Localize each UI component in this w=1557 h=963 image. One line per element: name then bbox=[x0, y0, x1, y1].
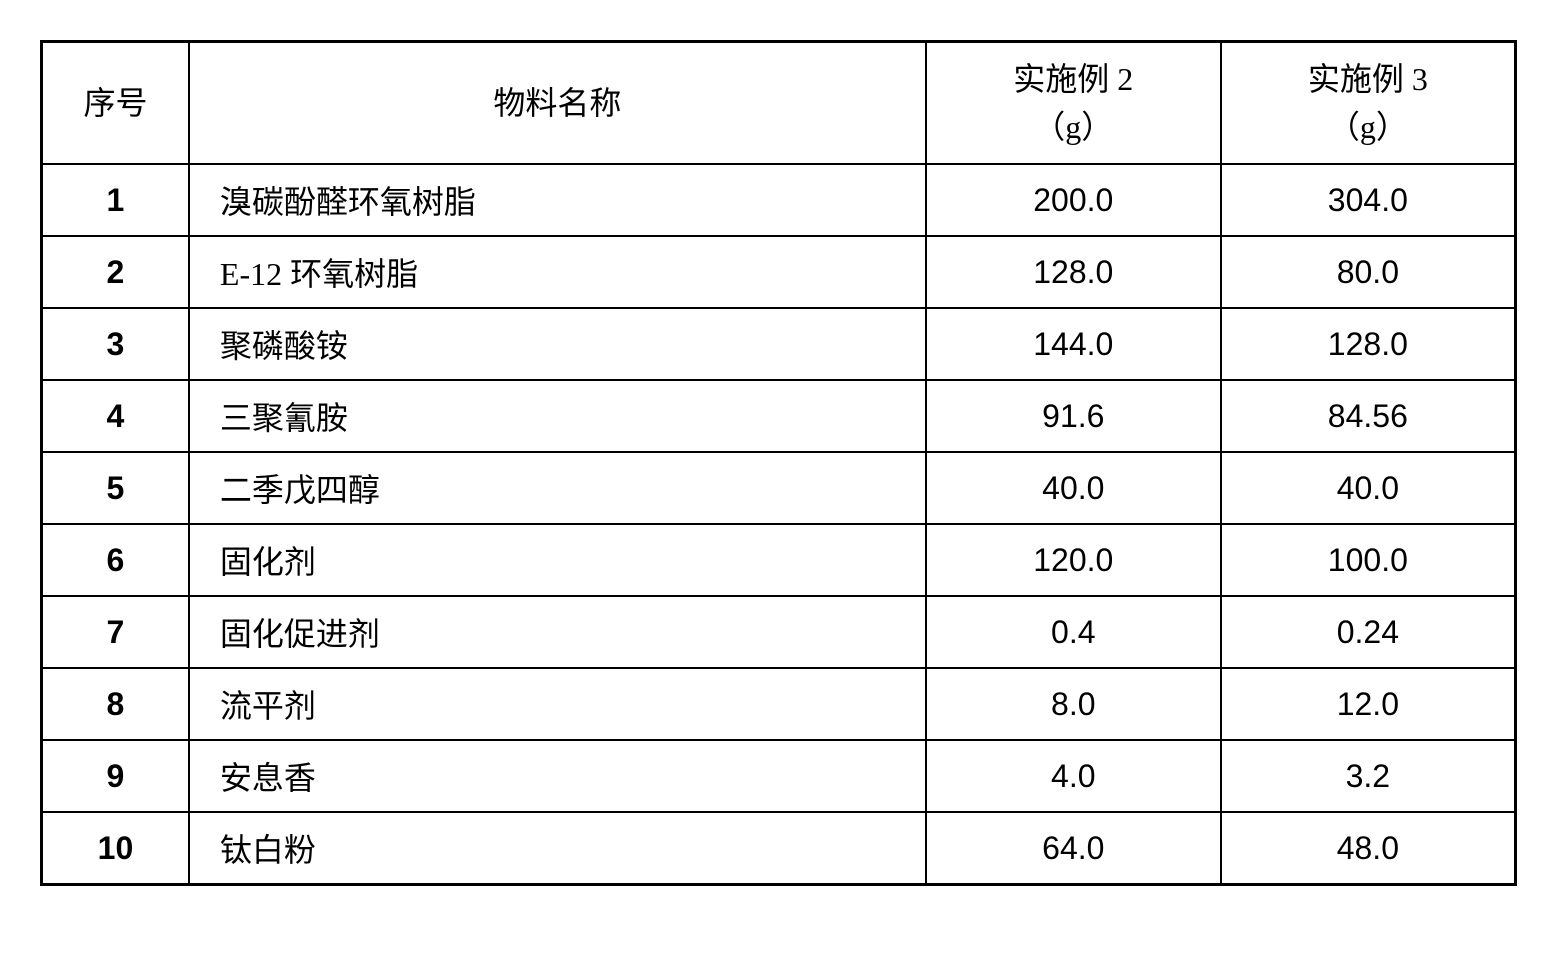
row-val2: 48.0 bbox=[1221, 812, 1516, 885]
row-val1: 40.0 bbox=[926, 452, 1221, 524]
table-row: 10 钛白粉 64.0 48.0 bbox=[42, 812, 1516, 885]
row-index: 8 bbox=[42, 668, 189, 740]
row-index: 9 bbox=[42, 740, 189, 812]
header-example3: 实施例 3 （g） bbox=[1221, 42, 1516, 165]
table-row: 9 安息香 4.0 3.2 bbox=[42, 740, 1516, 812]
table-row: 8 流平剂 8.0 12.0 bbox=[42, 668, 1516, 740]
row-name: 三聚氰胺 bbox=[189, 380, 926, 452]
row-val1: 8.0 bbox=[926, 668, 1221, 740]
row-val1: 128.0 bbox=[926, 236, 1221, 308]
table-row: 1 溴碳酚醛环氧树脂 200.0 304.0 bbox=[42, 164, 1516, 236]
table-row: 3 聚磷酸铵 144.0 128.0 bbox=[42, 308, 1516, 380]
row-val2: 80.0 bbox=[1221, 236, 1516, 308]
row-val2: 128.0 bbox=[1221, 308, 1516, 380]
table-body: 1 溴碳酚醛环氧树脂 200.0 304.0 2 E-12 环氧树脂 128.0… bbox=[42, 164, 1516, 885]
row-index: 4 bbox=[42, 380, 189, 452]
row-name: 固化剂 bbox=[189, 524, 926, 596]
materials-table-container: 序号 物料名称 实施例 2 （g） 实施例 3 （g） 1 溴碳酚醛环氧树脂 bbox=[40, 40, 1517, 886]
materials-table: 序号 物料名称 实施例 2 （g） 实施例 3 （g） 1 溴碳酚醛环氧树脂 bbox=[40, 40, 1517, 886]
header-row: 序号 物料名称 实施例 2 （g） 实施例 3 （g） bbox=[42, 42, 1516, 165]
table-header: 序号 物料名称 实施例 2 （g） 实施例 3 （g） bbox=[42, 42, 1516, 165]
row-val1: 0.4 bbox=[926, 596, 1221, 668]
row-index: 1 bbox=[42, 164, 189, 236]
row-val2: 0.24 bbox=[1221, 596, 1516, 668]
row-index: 3 bbox=[42, 308, 189, 380]
row-name: 溴碳酚醛环氧树脂 bbox=[189, 164, 926, 236]
row-name: 流平剂 bbox=[189, 668, 926, 740]
row-index: 10 bbox=[42, 812, 189, 885]
header-example2-line2: （g） bbox=[947, 103, 1200, 151]
table-row: 6 固化剂 120.0 100.0 bbox=[42, 524, 1516, 596]
row-name: 二季戊四醇 bbox=[189, 452, 926, 524]
row-val1: 4.0 bbox=[926, 740, 1221, 812]
row-val1: 120.0 bbox=[926, 524, 1221, 596]
row-val1: 144.0 bbox=[926, 308, 1221, 380]
header-example2: 实施例 2 （g） bbox=[926, 42, 1221, 165]
row-name: 聚磷酸铵 bbox=[189, 308, 926, 380]
row-name: 固化促进剂 bbox=[189, 596, 926, 668]
row-index: 7 bbox=[42, 596, 189, 668]
table-row: 5 二季戊四醇 40.0 40.0 bbox=[42, 452, 1516, 524]
table-row: 7 固化促进剂 0.4 0.24 bbox=[42, 596, 1516, 668]
table-row: 4 三聚氰胺 91.6 84.56 bbox=[42, 380, 1516, 452]
header-index: 序号 bbox=[42, 42, 189, 165]
row-index: 2 bbox=[42, 236, 189, 308]
header-example2-line1: 实施例 2 bbox=[947, 55, 1200, 103]
row-val1: 64.0 bbox=[926, 812, 1221, 885]
row-val2: 84.56 bbox=[1221, 380, 1516, 452]
row-name: 安息香 bbox=[189, 740, 926, 812]
row-val2: 304.0 bbox=[1221, 164, 1516, 236]
row-val1: 200.0 bbox=[926, 164, 1221, 236]
row-val2: 100.0 bbox=[1221, 524, 1516, 596]
row-val1: 91.6 bbox=[926, 380, 1221, 452]
row-name: E-12 环氧树脂 bbox=[189, 236, 926, 308]
table-row: 2 E-12 环氧树脂 128.0 80.0 bbox=[42, 236, 1516, 308]
header-name-text: 物料名称 bbox=[210, 79, 905, 127]
row-index: 5 bbox=[42, 452, 189, 524]
row-index: 6 bbox=[42, 524, 189, 596]
row-val2: 12.0 bbox=[1221, 668, 1516, 740]
header-example3-line1: 实施例 3 bbox=[1242, 55, 1494, 103]
row-name: 钛白粉 bbox=[189, 812, 926, 885]
header-index-text: 序号 bbox=[63, 79, 168, 127]
row-val2: 3.2 bbox=[1221, 740, 1516, 812]
header-example3-line2: （g） bbox=[1242, 103, 1494, 151]
row-val2: 40.0 bbox=[1221, 452, 1516, 524]
header-name: 物料名称 bbox=[189, 42, 926, 165]
